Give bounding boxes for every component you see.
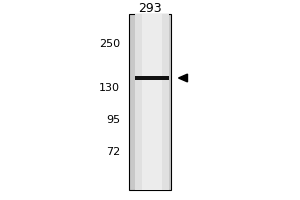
Text: 72: 72 [106, 147, 120, 157]
Text: 293: 293 [138, 1, 162, 15]
Text: 250: 250 [99, 39, 120, 49]
Text: 95: 95 [106, 115, 120, 125]
Polygon shape [178, 74, 188, 82]
Text: 130: 130 [99, 83, 120, 93]
Bar [135, 76, 169, 80]
Bar [129, 14, 171, 190]
Bar [135, 14, 169, 190]
Bar [142, 14, 162, 190]
